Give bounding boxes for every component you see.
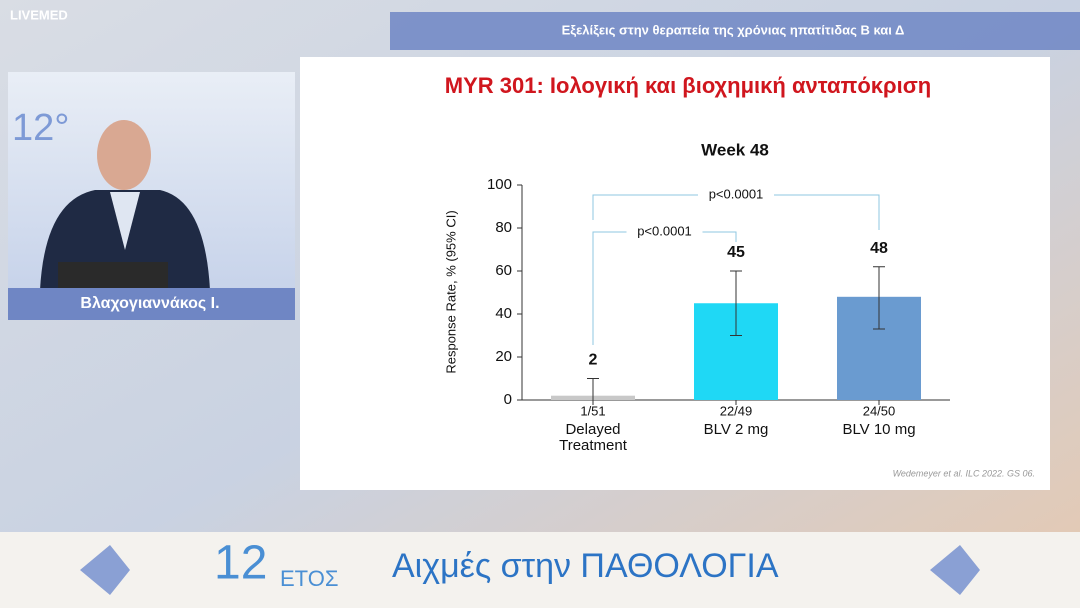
y-tick-label: 20	[495, 348, 512, 365]
y-tick-label: 0	[504, 391, 512, 408]
y-tick-label: 100	[487, 176, 512, 193]
name-band	[8, 288, 295, 320]
chart-title: Week 48	[701, 140, 769, 159]
y-axis-label: Response Rate, % (95% CI)	[443, 210, 458, 373]
p-value: p<0.0001	[637, 223, 692, 238]
bracket-label-bg	[626, 223, 703, 241]
citation: Wedemeyer et al. ILC 2022. GS 06.	[893, 468, 1035, 478]
value-label: 45	[727, 244, 745, 261]
chart: Week 48 Response Rate, % (95% CI) 0 20 40 6…	[443, 140, 950, 454]
count-label: 22/49	[720, 403, 753, 418]
x-tick-label: Delayed Treatment	[559, 421, 628, 454]
y-tick-label: 40	[495, 305, 512, 322]
y-tick-label: 80	[495, 219, 512, 236]
x-tick-label: BLV 2 mg	[704, 421, 769, 438]
header-band	[390, 12, 1080, 50]
count-label: 24/50	[863, 403, 896, 418]
banner-word: ΕΤΟΣ	[280, 566, 338, 591]
p-value: p<0.0001	[709, 186, 764, 201]
slide	[300, 57, 1050, 490]
y-tick-label: 60	[495, 262, 512, 279]
error-bar	[587, 378, 599, 400]
speaker-name: Βλαχογιαννάκος Ι.	[80, 295, 219, 312]
banner-title: Αιχμές στην ΠΑΘΟΛΟΓΙΑ	[392, 547, 779, 585]
header-title: Εξελίξεις στην θεραπεία της χρόνιας ηπατ…	[562, 22, 905, 37]
count-label: 1/51	[580, 403, 605, 418]
value-label: 2	[589, 352, 598, 369]
speaker-head	[97, 120, 151, 190]
laptop	[58, 262, 168, 290]
banner-number: 12	[214, 537, 267, 590]
banner	[0, 532, 1080, 608]
slide-title: MYR 301: Ιολογική και βιοχημική ανταπόκρ…	[445, 73, 931, 98]
speaker-shirt	[110, 192, 140, 250]
bracket-label-bg	[698, 186, 774, 204]
x-tick-label: BLV 10 mg	[842, 421, 915, 438]
error-bar	[873, 266, 885, 330]
value-label: 48	[870, 240, 888, 257]
logo: LIVEMED	[10, 7, 68, 22]
error-bar	[730, 270, 742, 336]
backdrop-decor: 12°	[12, 107, 69, 149]
